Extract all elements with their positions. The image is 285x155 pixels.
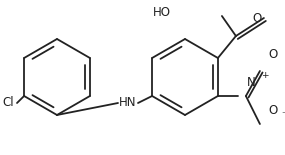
Text: HN: HN: [119, 97, 137, 109]
Text: Cl: Cl: [2, 97, 14, 109]
Text: O: O: [268, 49, 277, 62]
Text: HO: HO: [153, 7, 171, 20]
Text: +: +: [261, 71, 268, 80]
Text: ⁻: ⁻: [281, 110, 285, 120]
Text: O: O: [252, 11, 261, 24]
Text: N: N: [247, 75, 256, 89]
Text: O: O: [268, 104, 277, 117]
